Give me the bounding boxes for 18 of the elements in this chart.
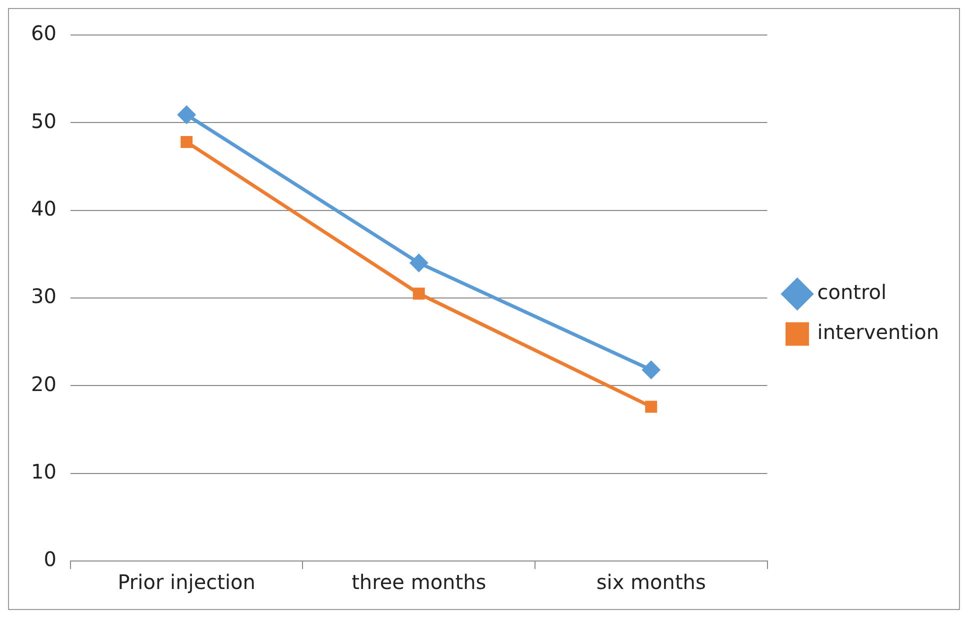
point <box>645 400 658 413</box>
point <box>642 361 660 379</box>
x-tick-label: Prior injection <box>118 570 256 594</box>
y-tick-label: 0 <box>44 547 56 572</box>
y-tick-label: 20 <box>30 372 56 396</box>
y-tick-label: 10 <box>30 460 56 484</box>
point <box>410 254 428 272</box>
y-tick-label: 30 <box>30 284 56 308</box>
y-tick-label: 50 <box>30 108 56 133</box>
point <box>180 136 193 148</box>
point <box>178 106 196 124</box>
y-tick-label: 60 <box>30 21 56 46</box>
legend-label: intervention <box>817 320 940 344</box>
y-tick-label: 40 <box>30 196 56 221</box>
x-tick-label: three months <box>352 570 486 594</box>
x-tick-label: six months <box>596 570 706 594</box>
point <box>412 288 425 300</box>
legend-label: control <box>817 280 887 304</box>
